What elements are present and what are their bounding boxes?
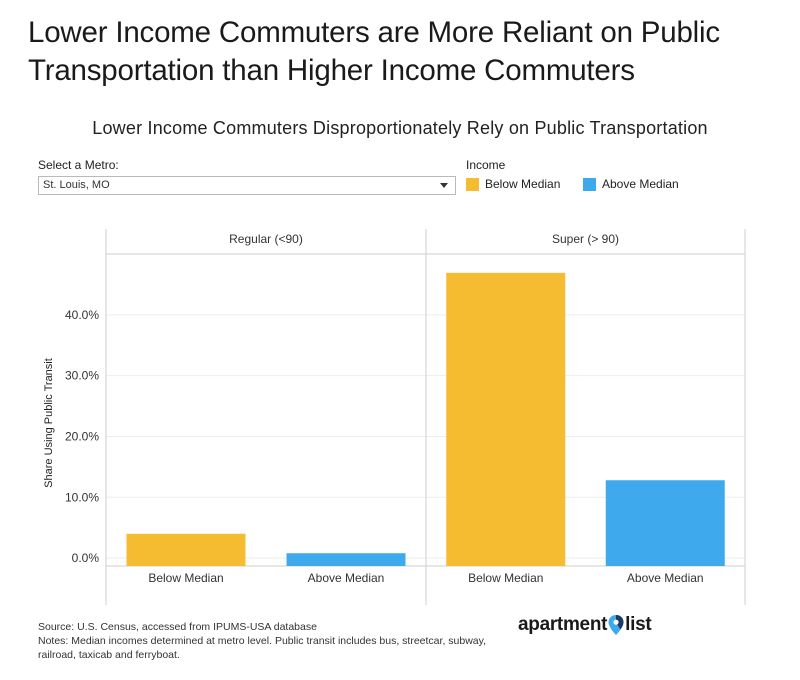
chart-title: Lower Income Commuters Disproportionatel…: [92, 118, 708, 138]
panel-header-label: Super (> 90): [552, 232, 619, 246]
bar-above-median: [286, 553, 406, 566]
legend-swatch-above-median: [583, 177, 596, 191]
logo-text-list: list: [625, 614, 652, 635]
notes-text: Notes: Median incomes determined at metr…: [38, 635, 487, 661]
y-tick-label: 40.0%: [65, 308, 99, 322]
metro-select-value: St. Louis, MO: [43, 179, 110, 191]
bar-above-median: [605, 480, 725, 566]
location-pin-icon: [608, 615, 624, 635]
legend-item-below-median[interactable]: Below Median: [466, 177, 560, 191]
metro-select[interactable]: St. Louis, MO: [38, 176, 456, 195]
y-tick-label: 20.0%: [65, 429, 99, 443]
metro-select-label: Select a Metro:: [38, 158, 119, 172]
legend-label-above-median: Above Median: [602, 177, 679, 191]
bar-below-median: [126, 533, 246, 566]
footer-notes: Source: U.S. Census, accessed from IPUMS…: [38, 620, 508, 662]
apartment-list-logo: apartment list: [518, 614, 652, 636]
chevron-down-icon[interactable]: [440, 183, 448, 188]
y-tick-label: 10.0%: [65, 490, 99, 504]
legend-label-below-median: Below Median: [485, 177, 561, 191]
x-category-label: Above Median: [627, 571, 704, 585]
legend-swatch-below-median: [466, 177, 479, 191]
x-category-label: Below Median: [148, 571, 223, 585]
panel-header-label: Regular (<90): [229, 232, 303, 246]
source-text: Source: U.S. Census, accessed from IPUMS…: [38, 621, 317, 633]
headline: Lower Income Commuters are More Reliant …: [28, 16, 720, 87]
legend-title: Income: [466, 158, 506, 172]
x-category-label: Above Median: [308, 571, 385, 585]
legend-item-above-median[interactable]: Above Median: [583, 177, 679, 191]
y-tick-label: 30.0%: [65, 369, 99, 383]
logo-text-apartment: apartment: [518, 614, 608, 635]
x-category-label: Below Median: [468, 571, 543, 585]
y-axis-title: Share Using Public Transit: [43, 358, 55, 488]
bar-chart: 0.0% 10.0% 20.0% 30.0% 40.0% Share Using Publ…: [43, 229, 746, 605]
bar-below-median: [446, 272, 566, 566]
y-tick-label: 0.0%: [72, 551, 100, 565]
